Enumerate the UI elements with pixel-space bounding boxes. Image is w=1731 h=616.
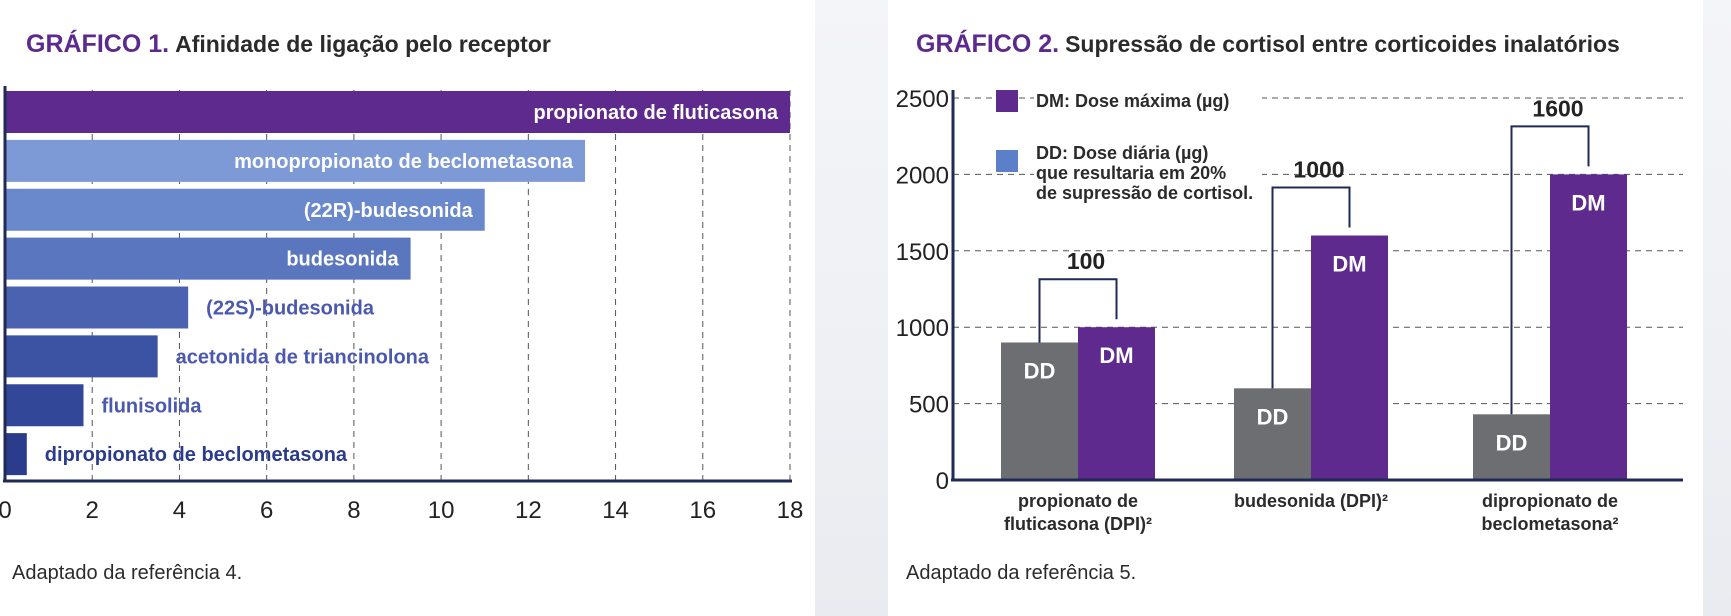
chart-2-bar-label: DD xyxy=(1496,430,1528,455)
chart-1-x-tick-label: 14 xyxy=(602,497,629,524)
chart-2-legend-swatch xyxy=(996,150,1018,172)
chart-2-bar-label: DM xyxy=(1571,190,1605,215)
chart-1-x-tick-label: 10 xyxy=(428,497,455,524)
chart-1-x-tick-label: 0 xyxy=(0,497,12,524)
chart-1-bar-label: (22R)-budesonida xyxy=(304,200,474,222)
chart-1-bar xyxy=(5,433,27,476)
chart-1-footnote: Adaptado da referência 4. xyxy=(12,562,243,584)
chart-1-bar xyxy=(5,237,411,280)
chart-1-bar xyxy=(5,188,485,231)
chart-2-bar-dd xyxy=(1234,388,1311,480)
chart-2-x-category-label: budesonida (DPI)² xyxy=(1234,491,1388,511)
chart-2-x-category-label: propionato de xyxy=(1018,491,1138,511)
chart-2-bar-dd xyxy=(1001,342,1078,480)
chart-2-x-category-label: fluticasona (DPI)² xyxy=(1004,514,1152,534)
chart-1-title-text: Afinidade de ligação pelo receptor xyxy=(175,31,551,57)
chart-1-bar-label: acetonida de triancinolona xyxy=(176,346,430,368)
chart-2-bar-label: DM xyxy=(1099,343,1133,368)
chart-1-bar-label: dipropionato de beclometasona xyxy=(45,444,348,466)
chart-2-x-category-label: dipropionato de xyxy=(1482,491,1618,511)
chart-2-bar-dm xyxy=(1078,327,1155,480)
chart-2-footnote: Adaptado da referência 5. xyxy=(906,562,1137,584)
chart-1-bar xyxy=(5,139,586,182)
chart-panel-1: GRÁFICO 1. Afinidade de ligação pelo rece… xyxy=(0,0,815,616)
chart-1-x-tick-label: 4 xyxy=(173,497,186,524)
chart-2-title-number: GRÁFICO 2. xyxy=(916,30,1060,58)
chart-2-y-tick-label: 1000 xyxy=(896,315,949,342)
chart-1-bar xyxy=(5,384,84,427)
chart-2-bar-label: DD xyxy=(1024,358,1056,383)
chart-1-x-tick-label: 12 xyxy=(515,497,542,524)
chart-1-bar-label: flunisolida xyxy=(102,395,203,417)
chart-1-bar-label: monopropionato de beclometasona xyxy=(234,151,574,173)
chart-1-bar xyxy=(5,335,158,378)
chart-2-svg: 0 500 1000 1500 2000 2500 DD DM 100 propionato de… xyxy=(896,86,1683,534)
chart-1-x-tick-label: 16 xyxy=(689,497,716,524)
chart-1-bar xyxy=(5,286,189,329)
chart-2-annotation-label: 100 xyxy=(1067,248,1105,274)
chart-2-legend-label: DM: Dose máxima (µg) xyxy=(1036,91,1229,111)
chart-2-y-tick-label: 0 xyxy=(936,468,949,495)
chart-1-x-tick-label: 6 xyxy=(260,497,273,524)
chart-2-bar-dm xyxy=(1550,174,1627,480)
chart-2-legend-swatch xyxy=(996,90,1018,112)
chart-2-legend-label: DD: Dose diária (µg) xyxy=(1036,143,1208,163)
chart-1-bar xyxy=(5,91,790,133)
chart-2-y-tick-label: 500 xyxy=(909,392,949,419)
chart-2-bar-dd xyxy=(1473,414,1550,480)
chart-2-bar-label: DM xyxy=(1332,252,1366,277)
chart-1-svg: propionato de fluticasona monopropionato … xyxy=(0,86,804,524)
chart-2-title-text: Supressão de cortisol entre corticoides … xyxy=(1065,31,1620,57)
chart-2-annotation-label: 1600 xyxy=(1532,95,1583,121)
chart-2-y-tick-label: 2500 xyxy=(896,86,949,113)
chart-2-legend-label: que resultaria em 20% xyxy=(1036,163,1226,183)
chart-2-y-tick-label: 2000 xyxy=(896,162,949,189)
chart-1-x-tick-label: 18 xyxy=(777,497,804,524)
chart-2-x-category-label: beclometasona² xyxy=(1481,514,1618,534)
chart-1-bar-label: (22S)-budesonida xyxy=(206,298,375,320)
chart-1-title-number: GRÁFICO 1. xyxy=(26,30,170,58)
chart-2-annotation-bracket xyxy=(1038,278,1118,343)
chart-2-annotation-label: 1000 xyxy=(1293,157,1344,183)
chart-2-annotation-bracket xyxy=(1510,125,1590,415)
chart-2-legend-text-bg xyxy=(1034,148,1262,214)
chart-1-bar-label: budesonida xyxy=(286,249,399,271)
chart-1-title: GRÁFICO 1. Afinidade de ligação pelo rece… xyxy=(26,30,551,59)
chart-2-legend-label: de supressão de cortisol. xyxy=(1036,183,1253,203)
chart-1-x-tick-label: 2 xyxy=(86,497,99,524)
chart-2-title: GRÁFICO 2. Supressão de cortisol entre co… xyxy=(916,30,1620,59)
chart-2-bar-dm xyxy=(1311,235,1388,480)
chart-1-bar-label: propionato de fluticasona xyxy=(534,102,779,124)
chart-2-annotation-bracket xyxy=(1271,186,1351,389)
chart-2-legend-text-bg xyxy=(1034,88,1262,114)
chart-panel-2: GRÁFICO 2. Supressão de cortisol entre co… xyxy=(888,0,1703,616)
chart-2-bar-label: DD xyxy=(1257,404,1289,429)
chart-1-x-tick-label: 8 xyxy=(347,497,360,524)
chart-2-y-tick-label: 1500 xyxy=(896,239,949,266)
